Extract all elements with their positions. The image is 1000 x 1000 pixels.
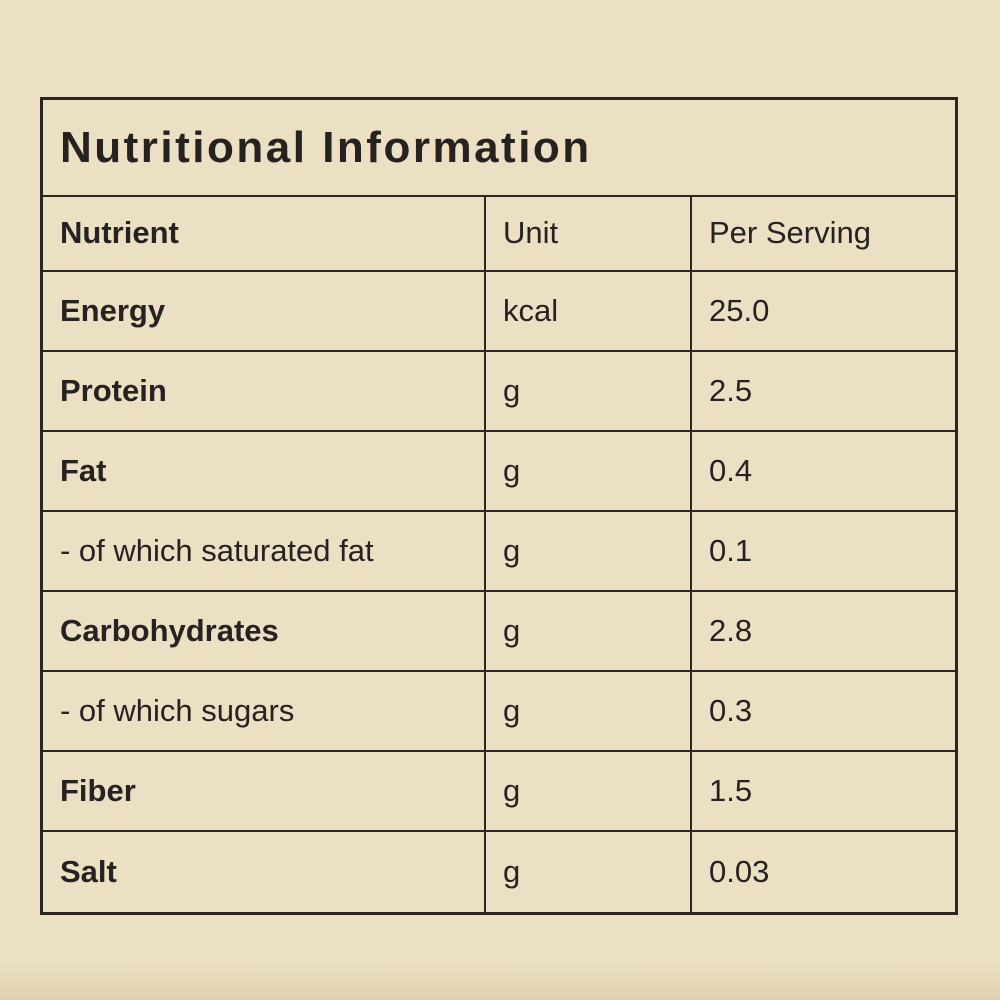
nutrient-unit: g (484, 432, 690, 510)
table-row-sugars: - of which sugars g 0.3 (43, 672, 955, 752)
nutrient-value: 2.5 (690, 352, 955, 430)
nutrient-value: 0.1 (690, 512, 955, 590)
nutrient-unit: g (484, 512, 690, 590)
nutrient-value: 1.5 (690, 752, 955, 830)
nutrient-unit: g (484, 752, 690, 830)
nutrient-label: Salt (60, 853, 117, 889)
table-title-row: Nutritional Information (43, 100, 955, 197)
nutrient-label: Fiber (60, 772, 136, 808)
nutrient-label: - of which sugars (60, 692, 295, 728)
table-row-carbohydrates: Carbohydrates g 2.8 (43, 592, 955, 672)
nutrient-unit: g (484, 832, 690, 912)
table-row-fat: Fat g 0.4 (43, 432, 955, 512)
nutrition-table: Nutritional Information Nutrient Unit Pe… (40, 97, 958, 915)
nutrient-label: Fat (60, 452, 107, 488)
table-title: Nutritional Information (60, 122, 592, 172)
header-nutrient: Nutrient (60, 215, 179, 251)
nutrient-label: - of which saturated fat (60, 532, 374, 568)
nutrient-value: 0.03 (690, 832, 955, 912)
nutrient-unit: g (484, 592, 690, 670)
nutrient-label: Energy (60, 292, 166, 328)
table-row-salt: Salt g 0.03 (43, 832, 955, 912)
nutrient-label: Carbohydrates (60, 612, 279, 648)
bottom-vignette (0, 960, 1000, 1000)
table-row-energy: Energy kcal 25.0 (43, 272, 955, 352)
table-row-fiber: Fiber g 1.5 (43, 752, 955, 832)
header-unit: Unit (484, 197, 690, 270)
nutrient-unit: g (484, 672, 690, 750)
header-per-serving: Per Serving (690, 197, 955, 270)
nutrient-value: 25.0 (690, 272, 955, 350)
table-header-row: Nutrient Unit Per Serving (43, 197, 955, 272)
table-row-protein: Protein g 2.5 (43, 352, 955, 432)
nutrient-unit: kcal (484, 272, 690, 350)
nutrient-unit: g (484, 352, 690, 430)
nutrient-label: Protein (60, 372, 167, 408)
nutrient-value: 2.8 (690, 592, 955, 670)
nutrient-value: 0.4 (690, 432, 955, 510)
table-row-saturated-fat: - of which saturated fat g 0.1 (43, 512, 955, 592)
nutrient-value: 0.3 (690, 672, 955, 750)
